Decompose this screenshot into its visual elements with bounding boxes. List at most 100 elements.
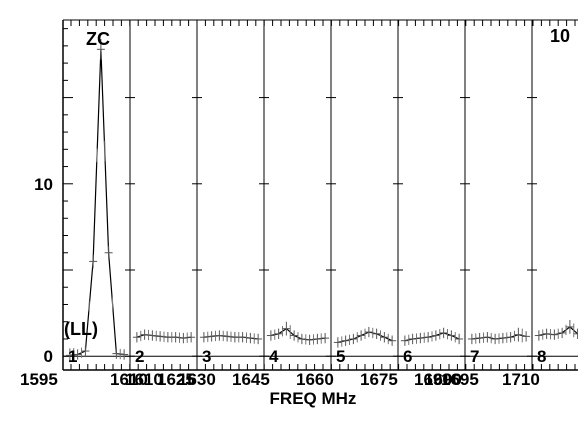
- data-point: [112, 348, 121, 360]
- data-point: [199, 331, 209, 343]
- annotation-source: ZC: [86, 29, 110, 49]
- x-tick-label: 1630: [178, 370, 216, 389]
- panel-4: 4: [266, 321, 330, 366]
- data-point: [187, 332, 196, 343]
- data-point: [455, 333, 464, 345]
- data-point: [550, 328, 559, 340]
- data-point: [475, 332, 484, 344]
- y-tick-label: 10: [34, 175, 53, 194]
- data-point: [565, 320, 575, 338]
- y-tick-label: 0: [44, 347, 53, 366]
- data-point: [282, 321, 291, 339]
- x-axis-title: FREQ MHz: [270, 389, 357, 408]
- panel-7: 7: [467, 327, 531, 366]
- panel-6: 6: [400, 327, 464, 366]
- x-tick-label: 1645: [232, 370, 270, 389]
- series-line: [69, 49, 125, 356]
- y-axis-ticks: 0 10: [34, 28, 73, 366]
- data-point: [254, 333, 263, 345]
- data-point: [207, 330, 216, 342]
- data-point: [424, 331, 433, 343]
- panel-8: 8: [534, 320, 578, 366]
- data-point: [120, 349, 129, 360]
- x-tick-label: 1695: [441, 370, 479, 389]
- data-point: [73, 347, 82, 360]
- data-point: [274, 326, 283, 339]
- data-point: [140, 329, 149, 341]
- panel-3: 3: [199, 330, 263, 366]
- data-point: [467, 333, 477, 345]
- panel-dividers: [125, 20, 537, 370]
- data-point: [439, 327, 448, 340]
- data-point: [498, 332, 508, 344]
- panel-label-3: 3: [202, 347, 211, 366]
- panel-label-5: 5: [336, 347, 345, 366]
- data-point: [104, 245, 113, 311]
- data-point: [148, 330, 157, 342]
- data-point: [171, 332, 180, 343]
- data-point: [297, 333, 307, 345]
- data-point: [534, 329, 544, 341]
- data-point: [372, 328, 381, 341]
- data-point: [431, 329, 441, 341]
- data-point: [156, 331, 165, 342]
- data-point: [89, 148, 98, 269]
- x-tick-label: 1625: [157, 370, 195, 389]
- data-point: [357, 328, 366, 341]
- panel-label-2: 2: [135, 347, 144, 366]
- data-point: [305, 334, 314, 345]
- data-point: [96, 38, 106, 162]
- panel-label-7: 7: [470, 347, 479, 366]
- x-tick-label: 1610: [110, 370, 148, 389]
- data-point: [364, 326, 374, 339]
- annotation-frame-number: 10: [550, 26, 570, 46]
- panel-2: 2: [132, 329, 196, 366]
- data-point: [321, 332, 330, 344]
- data-point: [447, 330, 456, 343]
- chart-labels: ZC 10 (LL) FREQ MHz: [64, 26, 570, 408]
- x-tick-label: 1690: [414, 370, 452, 389]
- panel-label-1: 1: [68, 347, 77, 366]
- data-point: [163, 332, 173, 343]
- x-tick-label: 1710: [502, 370, 540, 389]
- plot-frame: [62, 19, 578, 371]
- panel-label-8: 8: [537, 347, 546, 366]
- data-point: [333, 336, 343, 348]
- data-point: [81, 301, 90, 357]
- data-point: [246, 332, 255, 344]
- data-point: [349, 332, 358, 345]
- data-point: [522, 331, 531, 342]
- spectrum-series: 1 2 3 4 5 6 7 8: [65, 38, 578, 366]
- data-point: [341, 334, 350, 346]
- data-point: [266, 329, 276, 341]
- data-point: [290, 330, 299, 343]
- panel-label-6: 6: [403, 347, 412, 366]
- x-tick-label: 1660: [296, 370, 334, 389]
- data-point: [416, 332, 425, 344]
- data-point: [400, 334, 410, 346]
- data-point: [132, 330, 142, 343]
- data-point: [506, 330, 515, 343]
- x-tick-label: 1690: [424, 370, 462, 389]
- data-point: [179, 332, 188, 344]
- x-tick-label: 1675: [360, 370, 398, 389]
- x-tick-label: 1595: [20, 370, 58, 389]
- data-point: [542, 328, 551, 340]
- data-point: [483, 332, 492, 344]
- data-point: [514, 327, 523, 343]
- data-point: [230, 332, 240, 343]
- data-point: [313, 333, 322, 345]
- data-point: [388, 335, 397, 346]
- data-point: [223, 331, 232, 342]
- data-point: [380, 332, 389, 345]
- panel-label-4: 4: [269, 347, 279, 366]
- data-point: [408, 333, 417, 345]
- x-tick-label: 1610: [125, 370, 163, 389]
- annotation-polarization: (LL): [64, 319, 98, 339]
- panel-5: 5: [333, 326, 397, 366]
- data-point: [215, 330, 224, 342]
- data-point: [491, 333, 500, 345]
- panel-1: 1: [65, 38, 129, 366]
